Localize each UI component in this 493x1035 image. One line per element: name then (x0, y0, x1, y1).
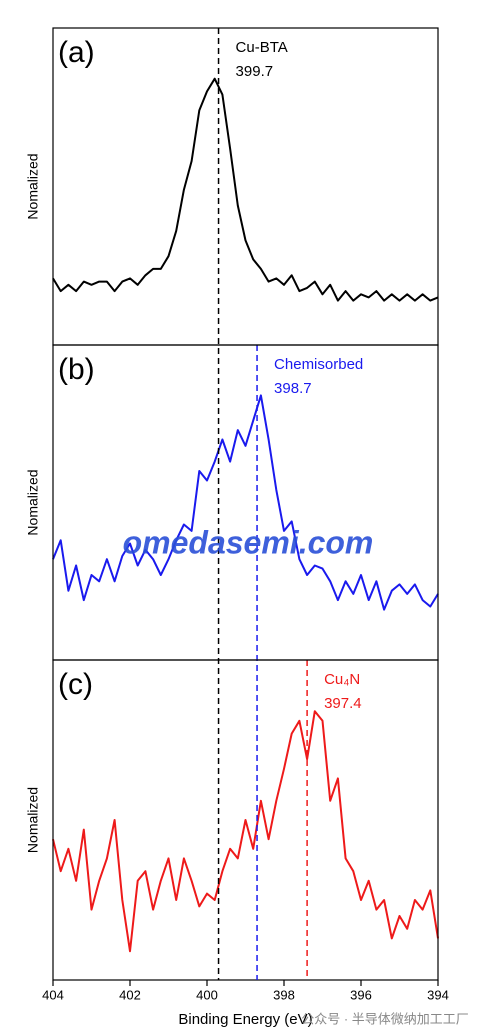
panel-label: (b) (58, 353, 95, 386)
plot-frame (52, 27, 439, 346)
annotation-label: Cu-BTA (236, 39, 288, 56)
watermark: omedasemi.com (123, 524, 374, 560)
x-axis-label: Binding Energy (eV) (178, 1011, 312, 1028)
spectrum-line (52, 394, 439, 611)
x-tick-label: 396 (350, 987, 372, 1002)
plot-frame (52, 344, 439, 661)
annotation-value: 398.7 (274, 380, 312, 397)
panel-label: (a) (58, 36, 95, 69)
panel-label: (c) (58, 668, 93, 701)
y-axis-label: Nomalized (25, 469, 41, 535)
annotation-label: Cu₄N (324, 671, 360, 688)
y-axis-label: Nomalized (25, 787, 41, 853)
annotation-label: Chemisorbed (274, 356, 363, 373)
x-tick-label: 404 (42, 987, 64, 1002)
x-tick-label: 402 (119, 987, 141, 1002)
x-tick-label: 400 (196, 987, 218, 1002)
annotation-value: 399.7 (236, 63, 274, 80)
y-axis-label: Nomalized (25, 153, 41, 219)
spectrum-line (52, 710, 439, 953)
annotation-value: 397.4 (324, 695, 362, 712)
x-tick-label: 398 (273, 987, 295, 1002)
x-tick-label: 394 (427, 987, 449, 1002)
spectrum-line (52, 77, 439, 302)
watermark: 公众号 · 半导体微纳加工工厂 (301, 1011, 469, 1026)
